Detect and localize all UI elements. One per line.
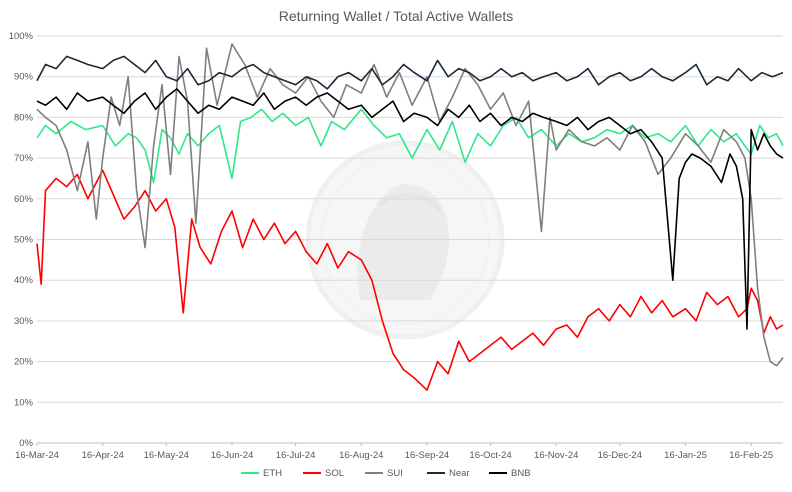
legend-item-bnb: BNB — [489, 468, 531, 479]
legend-label: ETH — [263, 468, 282, 479]
y-tick-label: 10% — [14, 397, 34, 408]
y-tick-label: 50% — [14, 235, 34, 246]
y-tick-label: 90% — [14, 72, 34, 83]
x-tick-label: 16-Jul-24 — [276, 450, 316, 461]
series-line-near — [36, 55, 784, 90]
x-tick-label: 16-Jan-25 — [664, 450, 707, 461]
chart-title: Returning Wallet / Total Active Wallets — [279, 8, 513, 24]
legend-item-eth: ETH — [241, 468, 282, 479]
legend-label: SUI — [387, 468, 403, 479]
legend: ETH SOL SUI Near BNB — [241, 468, 531, 479]
x-tick-label: 16-Mar-24 — [15, 450, 59, 461]
legend-item-sol: SOL — [303, 468, 344, 479]
y-tick-label: 80% — [14, 112, 34, 123]
y-tick-label: 60% — [14, 194, 34, 205]
x-axis: 16-Mar-24 16-Apr-24 16-May-24 16-Jun-24 16-J… — [15, 443, 773, 461]
legend-label: BNB — [511, 468, 531, 479]
legend-label: Near — [449, 468, 470, 479]
x-tick-label: 16-Aug-24 — [339, 450, 383, 461]
y-tick-label: 20% — [14, 357, 34, 368]
x-tick-label: 16-May-24 — [144, 450, 189, 461]
legend-item-near: Near — [427, 468, 470, 479]
x-tick-label: 16-Sep-24 — [405, 450, 449, 461]
y-tick-label: 40% — [14, 275, 34, 286]
gridlines — [37, 35, 783, 444]
y-tick-label: 0% — [19, 438, 33, 449]
x-tick-label: 16-Nov-24 — [534, 450, 578, 461]
series-line-sol — [36, 169, 784, 391]
x-tick-label: 16-Jun-24 — [211, 450, 254, 461]
y-axis: 0% 10% 20% 30% 40% 50% 60% 70% 80% 90% 100% — [9, 31, 34, 449]
x-tick-label: 16-Dec-24 — [598, 450, 642, 461]
y-tick-label: 70% — [14, 153, 34, 164]
series-line-eth — [36, 108, 784, 184]
x-tick-label: 16-Feb-25 — [729, 450, 773, 461]
legend-item-sui: SUI — [365, 468, 403, 479]
y-tick-label: 100% — [9, 31, 34, 42]
x-tick-label: 16-Oct-24 — [469, 450, 511, 461]
x-tick-label: 16-Apr-24 — [82, 450, 124, 461]
y-tick-label: 30% — [14, 316, 34, 327]
series-line-sui — [36, 43, 784, 367]
series-lines — [36, 43, 784, 391]
series-line-bnb — [36, 88, 784, 330]
legend-label: SOL — [325, 468, 344, 479]
